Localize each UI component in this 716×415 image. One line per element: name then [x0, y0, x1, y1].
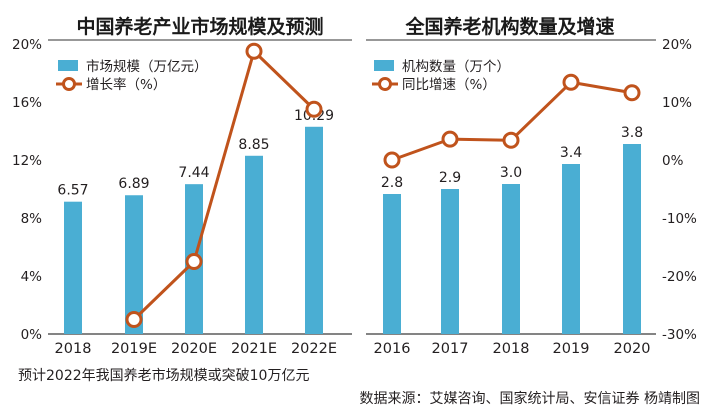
- y-tick-label: 12%: [12, 153, 42, 169]
- x-category-label: 2018: [493, 341, 530, 357]
- x-category-label: 2022E: [291, 341, 337, 357]
- bar-data-label: 3.0: [500, 165, 522, 181]
- chart-right-y-ticks: 20% 10% 0% -10% -20% -30%: [662, 37, 697, 343]
- chart-left-legend: 市场规模（万亿元） 增长率（%）: [56, 58, 208, 93]
- bar-data-label: 3.4: [560, 145, 582, 161]
- bar: [441, 189, 459, 334]
- legend-marker-right: [378, 77, 392, 91]
- growth-point: [383, 151, 401, 169]
- x-category-label: 2019E: [111, 341, 157, 357]
- bar: [245, 155, 263, 334]
- growth-line: [132, 49, 316, 321]
- chart-left: 中国养老产业市场规模及预测 0% 4% 8% 12% 16% 20% 6.57 6.89 7.…: [12, 15, 352, 357]
- growth-point: [502, 131, 520, 149]
- chart-left-title: 中国养老产业市场规模及预测: [76, 15, 323, 38]
- growth-point: [185, 253, 203, 270]
- bar: [502, 184, 520, 334]
- x-category-label: 2017: [432, 341, 469, 357]
- bar-data-label: 8.85: [238, 137, 269, 153]
- bar: [125, 195, 143, 334]
- x-category-label: 2018: [55, 341, 92, 357]
- legend-bar-label-left: 市场规模（万亿元）: [86, 58, 208, 75]
- y-tick-label: 4%: [21, 269, 43, 285]
- growth-point: [623, 84, 641, 102]
- y-tick-label: 10%: [662, 95, 692, 111]
- legend-bar-swatch-right: [374, 60, 394, 71]
- bar-data-label: 2.8: [381, 175, 403, 191]
- footnote-note: 预计2022年我国养老市场规模或突破10万亿元: [18, 367, 309, 384]
- legend-bar-swatch-left: [58, 60, 78, 71]
- bar: [64, 201, 82, 334]
- x-category-label: 2016: [374, 341, 411, 357]
- legend-line-label-left: 增长率（%）: [86, 76, 166, 93]
- growth-point: [441, 130, 459, 148]
- growth-point: [305, 100, 323, 118]
- bar-data-label: 7.44: [178, 165, 209, 181]
- chart-left-growth-line: [125, 42, 323, 328]
- y-tick-label: 8%: [21, 211, 43, 227]
- bar-data-label: 6.89: [118, 176, 149, 192]
- chart-right-bars: 2.8 2.9 3.0 3.4 3.8: [381, 125, 643, 334]
- footnote-source: 数据来源：艾媒咨询、国家统计局、安信证券 杨靖制图: [360, 390, 700, 407]
- chart-right-growth-line: [383, 73, 641, 169]
- chart-left-bars: 6.576.897.448.8510.29: [57, 108, 334, 334]
- chart-right: 全国养老机构数量及增速 20% 10% 0% -10% -20% -30% 2.8 2.9 3…: [366, 15, 697, 357]
- x-category-label: 2020E: [171, 341, 217, 357]
- growth-point: [562, 73, 580, 91]
- y-tick-label: 0%: [21, 327, 43, 343]
- growth-point: [125, 311, 143, 328]
- bar-data-label: 3.8: [621, 125, 643, 141]
- x-category-label: 2021E: [231, 341, 277, 357]
- y-tick-label: 20%: [662, 37, 692, 53]
- bar: [383, 194, 401, 334]
- bar: [305, 126, 323, 334]
- chart-right-categories: 2016 2017 2018 2019 2020: [374, 341, 651, 357]
- bar: [623, 144, 641, 334]
- bar-data-label: 2.9: [439, 170, 461, 186]
- x-category-label: 2020: [614, 341, 651, 357]
- y-tick-label: 0%: [662, 153, 684, 169]
- growth-point: [245, 42, 263, 60]
- bar: [562, 164, 580, 334]
- legend-marker-left: [62, 77, 76, 91]
- chart-right-legend: 机构数量（万个） 同比增速（%）: [372, 59, 510, 93]
- chart-right-title: 全国养老机构数量及增速: [404, 15, 614, 38]
- y-tick-label: 16%: [12, 95, 42, 111]
- legend-bar-label-right: 机构数量（万个）: [402, 59, 510, 75]
- chart-left-categories: 2018 2019E 2020E 2021E 2022E: [55, 341, 337, 357]
- y-tick-label: -20%: [662, 269, 697, 285]
- chart-left-y-ticks: 0% 4% 8% 12% 16% 20%: [12, 37, 42, 343]
- bar-data-label: 6.57: [57, 183, 88, 199]
- y-tick-label: -30%: [662, 327, 697, 343]
- y-tick-label: -10%: [662, 211, 697, 227]
- y-tick-label: 20%: [12, 37, 42, 53]
- x-category-label: 2019: [553, 341, 590, 357]
- legend-line-label-right: 同比增速（%）: [402, 77, 496, 93]
